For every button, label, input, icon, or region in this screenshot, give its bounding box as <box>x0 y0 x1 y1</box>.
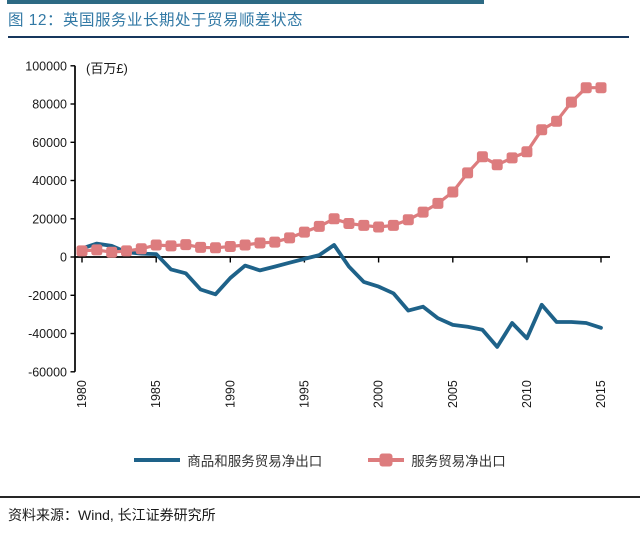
data-point-marker <box>210 242 221 254</box>
data-point-marker <box>298 226 310 238</box>
chart-svg: 100000 80000 60000 40000 20000 0 -20000 -40000 -… <box>25 59 610 408</box>
x-tick-label: 2010 <box>520 380 534 408</box>
legend-square-marker-icon <box>379 453 393 467</box>
data-point-marker <box>328 213 340 225</box>
y-tick-label: 100000 <box>25 59 67 73</box>
x-tick-label: 1990 <box>223 380 237 408</box>
y-tick-label: 0 <box>60 251 67 265</box>
y-tick-label: -60000 <box>28 365 67 379</box>
data-point-marker <box>254 237 266 249</box>
data-point-marker <box>551 115 563 127</box>
data-point-marker <box>358 219 370 231</box>
data-point-marker <box>313 220 325 232</box>
data-point-marker <box>565 96 577 108</box>
data-point-marker <box>224 241 236 252</box>
x-tick-label: 2015 <box>594 380 608 408</box>
top-accent-bar <box>7 0 484 4</box>
title-divider <box>8 36 629 38</box>
x-tick-label: 1980 <box>75 380 89 408</box>
data-point-marker <box>135 243 147 255</box>
x-tick-label: 2000 <box>372 380 386 408</box>
data-point-marker <box>595 82 607 94</box>
legend-label-services: 服务贸易净出口 <box>411 454 506 469</box>
data-point-marker <box>106 246 118 258</box>
y-tick-label: -40000 <box>28 327 67 341</box>
series-goods-services-net-exports <box>80 241 603 349</box>
data-point-marker <box>536 124 548 136</box>
data-point-marker <box>343 218 355 229</box>
data-point-marker <box>91 244 103 256</box>
legend-line-marker-swatch-services <box>368 453 405 467</box>
data-point-marker <box>165 240 177 252</box>
data-point-marker <box>195 241 207 253</box>
legend-label-goods-services: 商品和服务贸易净出口 <box>187 454 323 469</box>
data-point-marker <box>402 214 414 226</box>
legend-line-swatch-goods-services <box>134 458 181 462</box>
data-point-marker <box>180 239 192 251</box>
data-point-marker <box>150 239 162 251</box>
data-point-marker <box>284 232 296 244</box>
y-tick-label: -20000 <box>28 289 67 303</box>
y-tick-label: 80000 <box>32 98 67 112</box>
data-point-marker <box>506 152 518 164</box>
legend-item-services: 服务贸易净出口 <box>368 450 506 470</box>
legend: 商品和服务贸易净出口 服务贸易净出口 <box>0 450 640 470</box>
y-axis: 100000 80000 60000 40000 20000 0 -20000 -40000 -… <box>25 59 76 379</box>
x-tick-label: 1995 <box>297 380 311 408</box>
x-tick-label: 1985 <box>149 380 163 408</box>
y-tick-label: 60000 <box>32 136 67 150</box>
data-point-marker <box>476 151 488 163</box>
data-point-marker <box>447 186 459 198</box>
figure-title: 图 12：英国服务业长期处于贸易顺差状态 <box>8 12 304 29</box>
data-point-marker <box>580 82 592 94</box>
data-point-marker <box>432 197 444 209</box>
legend-item-goods-services: 商品和服务贸易净出口 <box>134 450 322 470</box>
y-tick-label: 20000 <box>32 212 67 226</box>
series-services-net-exports <box>76 82 607 258</box>
data-point-marker <box>373 221 385 233</box>
data-point-marker <box>417 206 429 218</box>
data-point-marker <box>76 245 88 257</box>
data-point-marker <box>121 245 132 257</box>
source-divider <box>0 496 640 498</box>
x-tick-label: 2005 <box>446 380 460 408</box>
y-axis-unit-label: (百万£) <box>86 61 128 76</box>
data-point-marker <box>239 239 251 251</box>
data-point-marker <box>491 159 503 171</box>
source-note: 资料来源：Wind, 长江证券研究所 <box>8 507 216 523</box>
y-tick-label: 40000 <box>32 174 67 188</box>
data-point-marker <box>521 146 533 158</box>
data-point-marker <box>387 219 399 231</box>
data-point-marker <box>462 167 474 179</box>
data-point-marker <box>269 236 281 248</box>
